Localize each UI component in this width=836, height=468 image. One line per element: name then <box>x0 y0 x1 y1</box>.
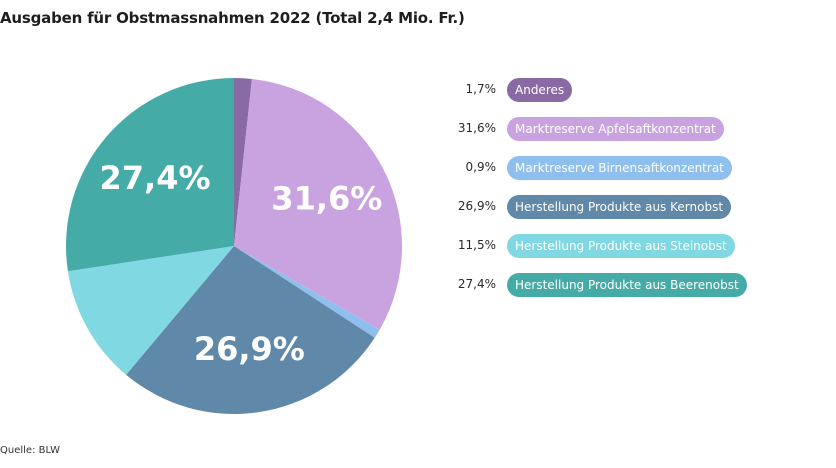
legend-label: Herstellung Produkte aus Beerenobst <box>507 273 747 297</box>
legend-value: 27,4% <box>457 277 496 291</box>
legend-value: 26,9% <box>457 199 496 213</box>
legend-value: 0,9% <box>465 160 497 174</box>
pie-slice-1 <box>234 78 252 246</box>
source-note: Quelle: BLW <box>0 445 61 456</box>
slice-data-label: 31,6% <box>271 180 382 218</box>
legend-item: 0,9% Marktreserve Birnensaftkonzentrat <box>440 156 830 182</box>
pie-slice-4 <box>126 246 375 414</box>
pie-slice-6 <box>66 78 234 272</box>
legend-value: 11,5% <box>457 238 496 252</box>
legend-label: Marktreserve Apfelsaftkonzentrat <box>507 117 724 141</box>
pie-slice-3 <box>234 246 380 338</box>
legend-label: Herstellung Produkte aus Steinobst <box>507 234 735 258</box>
legend-item: 27,4% Herstellung Produkte aus Beerenobst <box>440 273 830 299</box>
legend-label: Herstellung Produkte aus Kernobst <box>507 195 732 219</box>
pie-slice-2 <box>234 78 403 330</box>
legend-item: 1,7% Anderes <box>440 78 830 104</box>
legend-item: 26,9% Herstellung Produkte aus Kernobst <box>440 195 830 221</box>
pie-slice-5 <box>67 246 234 375</box>
legend-value: 1,7% <box>465 82 497 96</box>
legend-item: 11,5% Herstellung Produkte aus Steinobst <box>440 234 830 260</box>
legend-item: 31,6% Marktreserve Apfelsaftkonzentrat <box>440 117 830 143</box>
chart-title: Ausgaben für Obstmassnahmen 2022 (Total … <box>0 9 465 27</box>
legend-value: 31,6% <box>457 121 496 135</box>
legend-label: Anderes <box>507 78 573 102</box>
slice-data-label: 27,4% <box>100 159 211 197</box>
slice-data-label: 26,9% <box>194 330 305 368</box>
legend-label: Marktreserve Birnensaftkonzentrat <box>507 156 732 180</box>
